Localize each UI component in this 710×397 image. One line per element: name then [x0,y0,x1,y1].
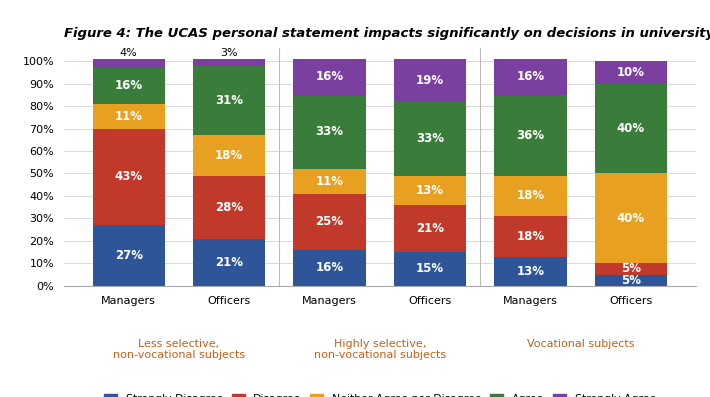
Bar [92,129,165,225]
Bar [193,239,266,286]
Bar [193,176,266,239]
Bar [394,102,466,176]
Bar [394,252,466,286]
Bar [595,61,667,84]
Text: Figure 4: The UCAS personal statement impacts significantly on decisions in univ: Figure 4: The UCAS personal statement im… [64,27,710,40]
Bar [595,173,667,263]
Text: Highly selective,
non-vocational subjects: Highly selective, non-vocational subject… [314,339,446,360]
Text: 33%: 33% [416,132,444,145]
Bar [494,95,567,176]
Text: Vocational subjects: Vocational subjects [527,339,635,349]
Bar [494,256,567,286]
Bar [494,59,567,95]
Bar [394,176,466,205]
Text: 13%: 13% [516,265,545,278]
Bar [293,250,366,286]
Text: 21%: 21% [215,256,244,269]
Text: 18%: 18% [516,230,545,243]
Text: 11%: 11% [115,110,143,123]
Bar [293,95,366,169]
Text: 11%: 11% [316,175,344,188]
Text: 18%: 18% [516,189,545,202]
Bar [394,59,466,102]
Legend: Strongly Disagree, Disagree, Neither Agree nor Disagree, Agree, Strongly Agree: Strongly Disagree, Disagree, Neither Agr… [104,394,656,397]
Bar [494,176,567,216]
Bar [595,263,667,275]
Bar [193,135,266,176]
Bar [293,59,366,95]
Text: 28%: 28% [215,201,244,214]
Text: 33%: 33% [316,125,344,139]
Bar [595,84,667,173]
Text: 3%: 3% [220,48,238,58]
Text: 16%: 16% [115,79,143,93]
Text: 16%: 16% [516,70,545,83]
Bar [595,275,667,286]
Text: 18%: 18% [215,149,244,162]
Text: 21%: 21% [416,222,444,235]
Text: 43%: 43% [115,170,143,183]
Text: 40%: 40% [617,212,645,225]
Bar [92,68,165,104]
Text: 5%: 5% [621,262,641,276]
Bar [92,225,165,286]
Text: 15%: 15% [416,262,444,276]
Text: 5%: 5% [621,274,641,287]
Text: Less selective,
non-vocational subjects: Less selective, non-vocational subjects [113,339,245,360]
Bar [193,66,266,135]
Bar [293,169,366,194]
Text: 40%: 40% [617,122,645,135]
Text: 10%: 10% [617,66,645,79]
Text: 19%: 19% [416,74,444,87]
Text: 16%: 16% [315,70,344,83]
Text: 31%: 31% [215,94,244,107]
Text: 27%: 27% [115,249,143,262]
Text: 13%: 13% [416,184,444,197]
Text: 25%: 25% [315,215,344,228]
Text: 16%: 16% [315,261,344,274]
Bar [293,194,366,250]
Bar [193,59,266,66]
Text: 36%: 36% [516,129,545,142]
Text: 4%: 4% [120,48,138,58]
Bar [92,104,165,129]
Bar [394,205,466,252]
Bar [92,59,165,68]
Bar [494,216,567,256]
